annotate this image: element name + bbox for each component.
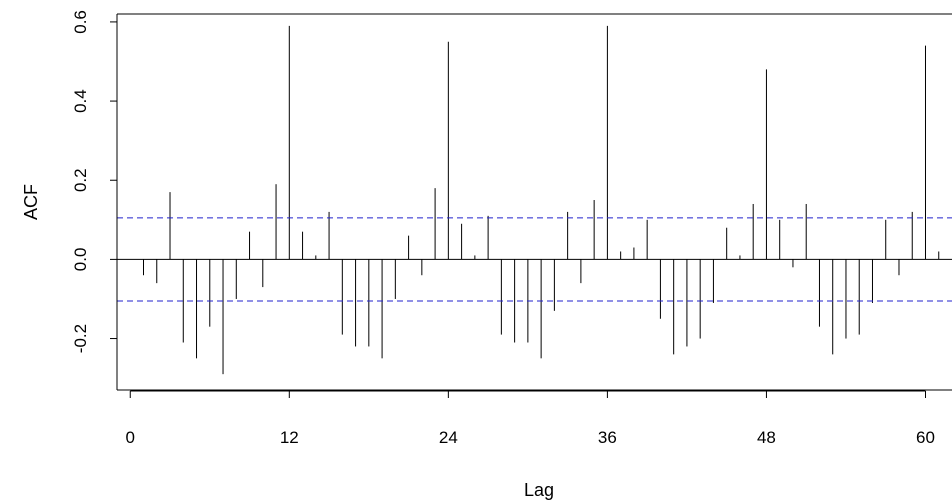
x-tick-label: 24 bbox=[439, 428, 458, 447]
x-tick-label: 36 bbox=[598, 428, 617, 447]
y-axis-title: ACF bbox=[21, 184, 41, 220]
y-tick-label: 0.2 bbox=[71, 168, 90, 192]
y-tick-label: 0.4 bbox=[71, 89, 90, 113]
x-axis: 0 12 24 36 48 60 bbox=[126, 390, 935, 447]
x-axis-title: Lag bbox=[524, 480, 554, 500]
y-axis: -0.2 0.0 0.2 0.4 0.6 bbox=[71, 10, 117, 353]
x-tick-label: 12 bbox=[280, 428, 299, 447]
y-tick-label: -0.2 bbox=[71, 324, 90, 353]
y-tick-label: 0.0 bbox=[71, 248, 90, 272]
x-tick-label: 48 bbox=[757, 428, 776, 447]
x-tick-label: 0 bbox=[126, 428, 135, 447]
y-tick-label: 0.6 bbox=[71, 10, 90, 34]
acf-spikes bbox=[143, 25, 940, 375]
x-tick-label: 60 bbox=[916, 428, 935, 447]
